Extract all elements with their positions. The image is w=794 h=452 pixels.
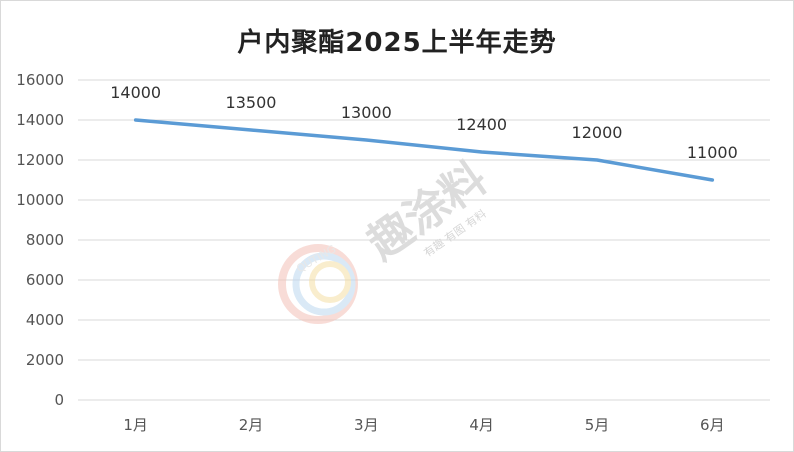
- y-axis: 0 2000 4000 6000 8000 10000 12000 14000 16000: [16, 71, 64, 409]
- series-group: [133, 118, 715, 182]
- data-label: 11000: [687, 143, 738, 162]
- x-tick-label: 1月: [123, 416, 148, 434]
- y-tick-label: 14000: [16, 111, 64, 129]
- y-tick-label: 10000: [16, 191, 64, 209]
- y-tick-label: 6000: [26, 271, 64, 289]
- x-tick-label: 4月: [469, 416, 494, 434]
- data-label: 12400: [456, 115, 507, 134]
- y-tick-label: 2000: [26, 351, 64, 369]
- data-label: 13500: [226, 93, 277, 112]
- gridlines: [78, 79, 770, 401]
- data-label: 12000: [572, 123, 623, 142]
- data-labels: 14000 13500 13000 12400 12000 11000: [110, 83, 738, 162]
- data-label: 14000: [110, 83, 161, 102]
- y-tick-label: 0: [54, 391, 64, 409]
- watermark: 趣涂料 有趣 有图 有料: [359, 153, 496, 270]
- x-tick-label: 5月: [585, 416, 610, 434]
- y-tick-label: 4000: [26, 311, 64, 329]
- x-axis: 1月 2月 3月 4月 5月 6月: [123, 416, 724, 434]
- y-tick-label: 12000: [16, 151, 64, 169]
- watermark-logo: QUTING: [278, 242, 358, 324]
- x-tick-label: 6月: [700, 416, 725, 434]
- x-tick-label: 3月: [354, 416, 379, 434]
- y-tick-label: 8000: [26, 231, 64, 249]
- x-tick-label: 2月: [239, 416, 264, 434]
- series-line: [133, 118, 715, 182]
- data-label: 13000: [341, 103, 392, 122]
- chart-title: 户内聚酯2025上半年走势: [237, 28, 557, 58]
- y-tick-label: 16000: [16, 71, 64, 89]
